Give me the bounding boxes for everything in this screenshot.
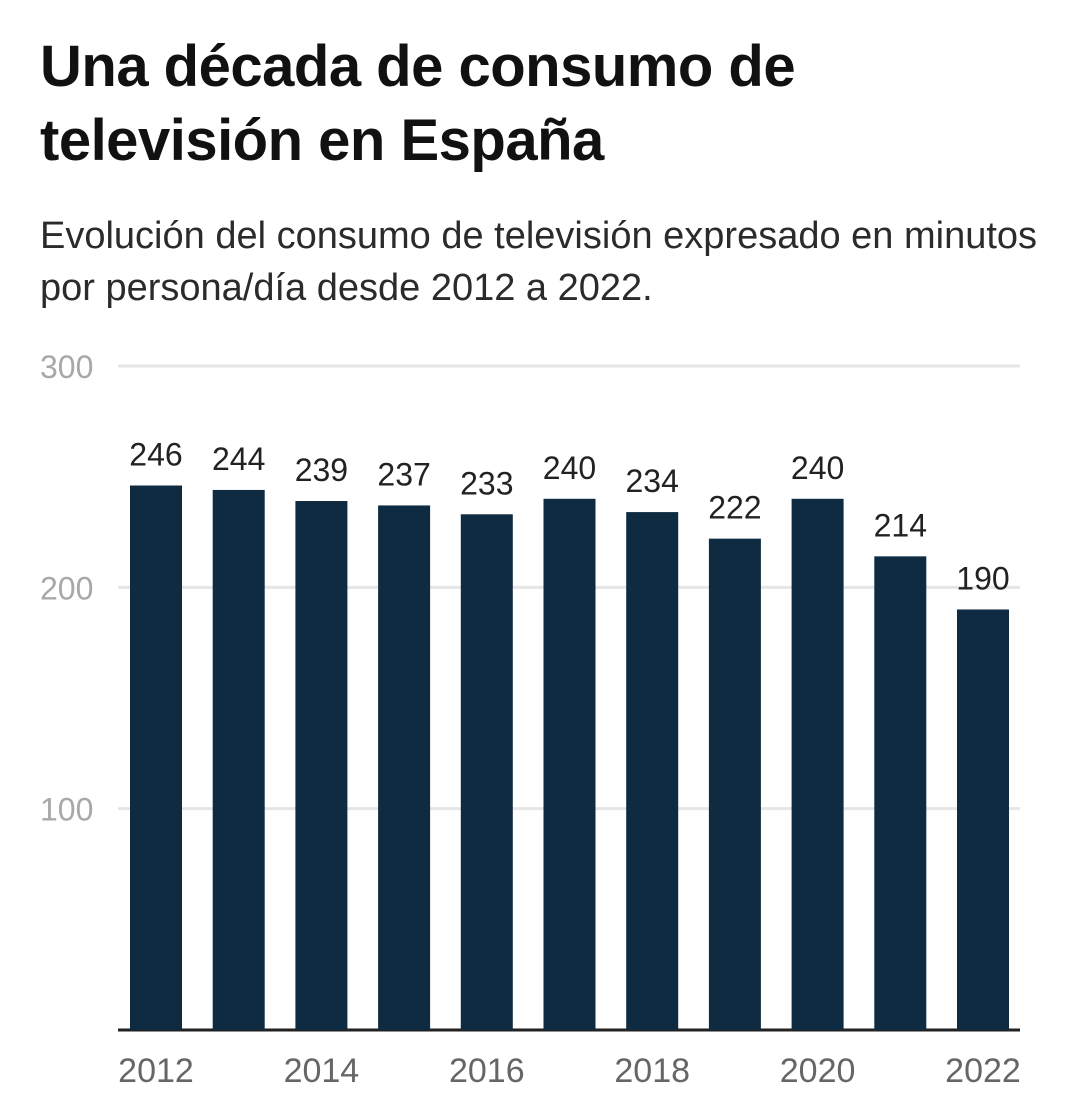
value-label-2019: 222 (708, 490, 761, 526)
bar-2014 (295, 501, 348, 1031)
bar-2022 (957, 609, 1009, 1030)
bars (130, 485, 1009, 1031)
bar-2015 (378, 505, 431, 1030)
value-label-2012: 246 (129, 437, 182, 473)
y-tick-label-100: 100 (40, 792, 93, 828)
bar-2018 (626, 512, 679, 1030)
bar-2019 (708, 538, 761, 1030)
value-label-2016: 233 (460, 465, 513, 501)
x-tick-label-2022: 2022 (945, 1052, 1021, 1090)
y-tick-label-300: 300 (40, 349, 93, 385)
bar-2013 (212, 489, 265, 1030)
bar-2020 (791, 498, 844, 1030)
value-label-2013: 244 (212, 441, 265, 477)
value-label-2014: 239 (295, 452, 348, 488)
value-label-2021: 214 (874, 507, 927, 543)
x-tick-label-2018: 2018 (614, 1052, 690, 1090)
x-axis-ticks: 2012 2014 2016 2018 2020 2022 (118, 1052, 1021, 1090)
bar-2017 (543, 498, 596, 1030)
chart-subtitle: Evolución del consumo de televisión expr… (40, 215, 1038, 309)
x-tick-label-2012: 2012 (118, 1052, 194, 1090)
x-tick-label-2014: 2014 (284, 1052, 360, 1090)
bar-2012 (130, 485, 182, 1030)
value-labels: 246 244 239 237 233 240 234 222 240 214 190 (129, 437, 1009, 597)
x-tick-label-2016: 2016 (449, 1052, 525, 1090)
value-label-2022: 190 (956, 560, 1009, 596)
bar-2021 (874, 556, 927, 1030)
y-tick-label-200: 200 (40, 570, 93, 606)
value-label-2018: 234 (626, 463, 679, 499)
bar-2016 (460, 514, 513, 1030)
value-label-2015: 237 (377, 456, 430, 492)
y-axis-ticks: 100 200 300 (40, 349, 93, 828)
chart-title: Una década de consumo de televisión en E… (40, 34, 796, 173)
value-label-2020: 240 (791, 450, 844, 486)
value-label-2017: 240 (543, 450, 596, 486)
x-tick-label-2020: 2020 (780, 1052, 856, 1090)
